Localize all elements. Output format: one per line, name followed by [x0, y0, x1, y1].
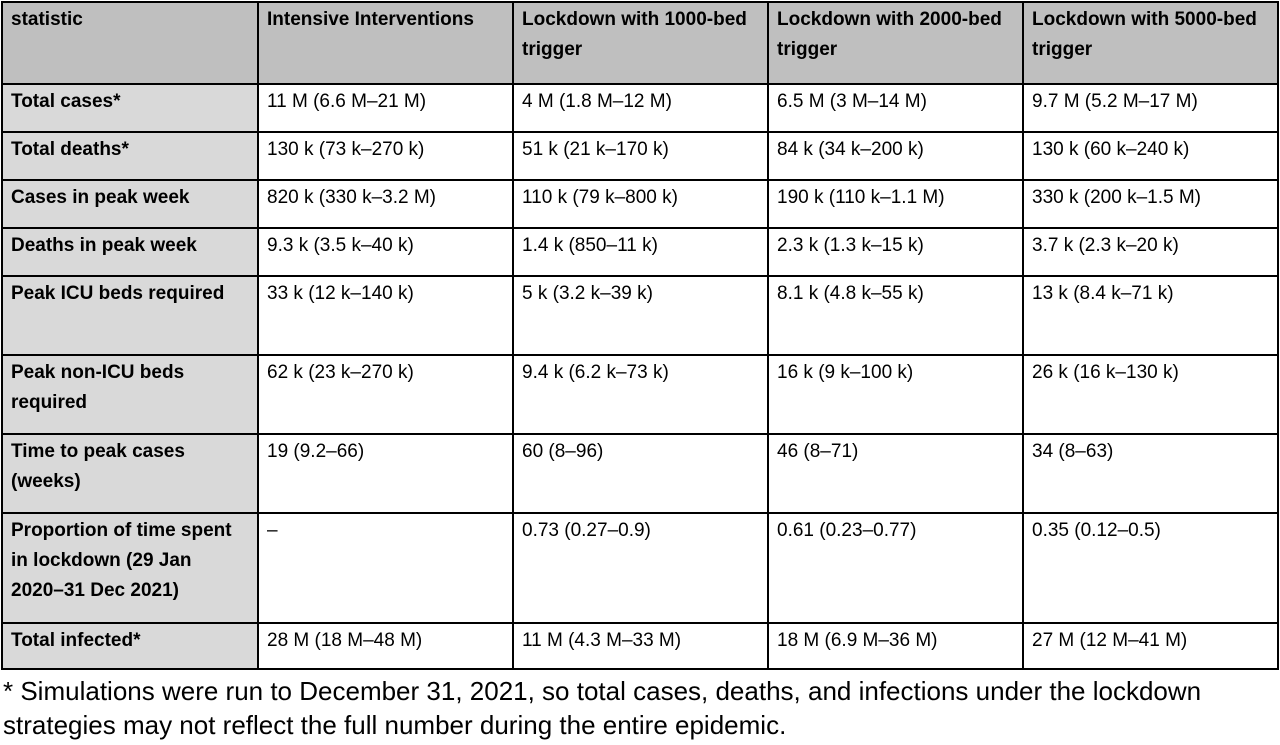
table-cell: 16 k (9 k–100 k) [767, 354, 1024, 435]
table-cell: 9.4 k (6.2 k–73 k) [512, 354, 769, 435]
table-cell: 0.35 (0.12–0.5) [1022, 512, 1279, 624]
table-footnote: * Simulations were run to December 31, 2… [3, 676, 1202, 740]
table-row: Deaths in peak week 9.3 k (3.5 k–40 k) 1… [1, 227, 1279, 277]
table-row: Peak non-ICU beds required 62 k (23 k–27… [1, 354, 1279, 435]
row-label: Deaths in peak week [1, 227, 259, 277]
table-cell: 4 M (1.8 M–12 M) [512, 83, 769, 133]
table-cell: 3.7 k (2.3 k–20 k) [1022, 227, 1279, 277]
table-cell: 27 M (12 M–41 M) [1022, 622, 1279, 670]
table-cell: 8.1 k (4.8 k–55 k) [767, 275, 1024, 356]
table-cell: 26 k (16 k–130 k) [1022, 354, 1279, 435]
table-header-row: statistic Intensive Interventions Lockdo… [1, 1, 1279, 85]
row-label: Total infected* [1, 622, 259, 670]
table-row: Total infected* 28 M (18 M–48 M) 11 M (4… [1, 622, 1279, 670]
table-cell: 9.3 k (3.5 k–40 k) [257, 227, 514, 277]
header-intensive-interventions: Intensive Interventions [257, 1, 514, 85]
table-row: Total deaths* 130 k (73 k–270 k) 51 k (2… [1, 131, 1279, 181]
row-label: Proportion of time spent in lockdown (29… [1, 512, 259, 624]
table-row: Peak ICU beds required 33 k (12 k–140 k)… [1, 275, 1279, 356]
table-cell: 820 k (330 k–3.2 M) [257, 179, 514, 229]
table-cell: 19 (9.2–66) [257, 433, 514, 514]
table-cell: – [257, 512, 514, 624]
table-cell: 0.61 (0.23–0.77) [767, 512, 1024, 624]
row-label: Peak ICU beds required [1, 275, 259, 356]
header-statistic: statistic [1, 1, 259, 85]
table-cell: 13 k (8.4 k–71 k) [1022, 275, 1279, 356]
table-cell: 51 k (21 k–170 k) [512, 131, 769, 181]
table-cell: 130 k (73 k–270 k) [257, 131, 514, 181]
table-cell: 9.7 M (5.2 M–17 M) [1022, 83, 1279, 133]
row-label: Cases in peak week [1, 179, 259, 229]
row-label: Total deaths* [1, 131, 259, 181]
table-cell: 11 M (6.6 M–21 M) [257, 83, 514, 133]
table-cell: 33 k (12 k–140 k) [257, 275, 514, 356]
table-cell: 1.4 k (850–11 k) [512, 227, 769, 277]
table-cell: 330 k (200 k–1.5 M) [1022, 179, 1279, 229]
table-cell: 62 k (23 k–270 k) [257, 354, 514, 435]
row-label: Time to peak cases (weeks) [1, 433, 259, 514]
table-cell: 5 k (3.2 k–39 k) [512, 275, 769, 356]
row-label: Total cases* [1, 83, 259, 133]
table-row: Cases in peak week 820 k (330 k–3.2 M) 1… [1, 179, 1279, 229]
header-lockdown-1000: Lockdown with 1000-bed trigger [512, 1, 769, 85]
table-cell: 34 (8–63) [1022, 433, 1279, 514]
table-cell: 0.73 (0.27–0.9) [512, 512, 769, 624]
table-cell: 130 k (60 k–240 k) [1022, 131, 1279, 181]
table-cell: 11 M (4.3 M–33 M) [512, 622, 769, 670]
table-cell: 28 M (18 M–48 M) [257, 622, 514, 670]
table-row: Total cases* 11 M (6.6 M–21 M) 4 M (1.8 … [1, 83, 1279, 133]
header-lockdown-5000: Lockdown with 5000-bed trigger [1022, 1, 1279, 85]
table-cell: 18 M (6.9 M–36 M) [767, 622, 1024, 670]
header-lockdown-2000: Lockdown with 2000-bed trigger [767, 1, 1024, 85]
table-cell: 84 k (34 k–200 k) [767, 131, 1024, 181]
statistics-table: statistic Intensive Interventions Lockdo… [1, 1, 1279, 670]
row-label: Peak non-ICU beds required [1, 354, 259, 435]
table-cell: 190 k (110 k–1.1 M) [767, 179, 1024, 229]
table-cell: 2.3 k (1.3 k–15 k) [767, 227, 1024, 277]
table-row: Proportion of time spent in lockdown (29… [1, 512, 1279, 624]
table-cell: 60 (8–96) [512, 433, 769, 514]
table-cell: 6.5 M (3 M–14 M) [767, 83, 1024, 133]
table-row: Time to peak cases (weeks) 19 (9.2–66) 6… [1, 433, 1279, 514]
table-cell: 46 (8–71) [767, 433, 1024, 514]
table-cell: 110 k (79 k–800 k) [512, 179, 769, 229]
